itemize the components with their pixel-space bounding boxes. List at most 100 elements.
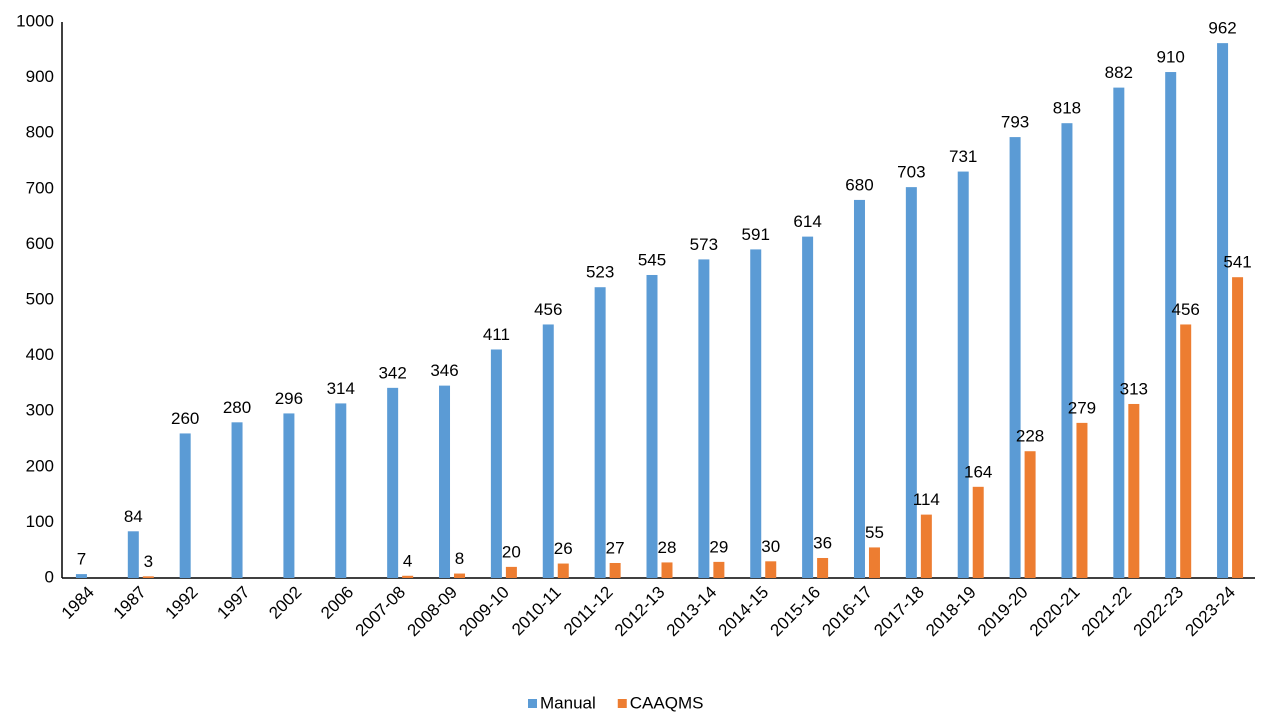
data-label: 314	[327, 379, 355, 398]
bar	[1024, 451, 1036, 578]
x-tick-label: 2021-22	[1078, 583, 1136, 641]
data-label: 260	[171, 409, 199, 428]
x-tick-label: 1984	[58, 583, 98, 623]
data-label: 7	[77, 550, 86, 569]
data-label: 703	[897, 163, 925, 182]
data-label: 27	[606, 538, 625, 557]
data-label: 84	[124, 507, 143, 526]
bar	[231, 422, 243, 578]
data-label: 545	[638, 250, 666, 269]
data-label: 36	[813, 533, 832, 552]
legend-label: Manual	[540, 693, 596, 712]
bar	[817, 557, 829, 578]
data-label: 55	[865, 523, 884, 542]
x-tick-label: 2006	[317, 583, 357, 623]
bar	[972, 486, 984, 578]
y-tick-label: 100	[26, 512, 54, 531]
bar	[387, 387, 399, 578]
data-label: 346	[430, 361, 458, 380]
x-tick-label: 2011-12	[560, 583, 617, 640]
bar	[179, 433, 191, 578]
bar	[920, 514, 932, 578]
bar	[490, 349, 502, 578]
bar	[1180, 324, 1192, 578]
data-label: 29	[709, 537, 728, 556]
x-tick-label: 1992	[161, 583, 201, 623]
y-tick-label: 800	[26, 123, 54, 142]
bar	[1076, 422, 1088, 578]
bar	[868, 547, 880, 578]
data-label: 20	[502, 542, 521, 561]
data-label: 3	[144, 552, 153, 571]
data-label: 962	[1208, 19, 1236, 38]
x-tick-label: 2023-24	[1182, 583, 1240, 641]
bar	[853, 199, 865, 579]
data-label: 411	[483, 325, 510, 344]
x-tick-label: 2016-17	[818, 583, 876, 641]
data-label: 910	[1157, 48, 1185, 67]
bar	[1113, 87, 1125, 578]
y-tick-label: 0	[45, 567, 54, 586]
bar	[505, 566, 517, 578]
bar	[1009, 137, 1021, 579]
x-tick-label: 2015-16	[767, 583, 825, 641]
data-label: 279	[1068, 398, 1096, 417]
data-label: 114	[913, 490, 940, 509]
x-tick-label: 2009-10	[455, 583, 513, 641]
data-label: 228	[1016, 427, 1044, 446]
bar	[750, 249, 762, 579]
x-tick-label: 1997	[213, 583, 253, 623]
bar	[802, 236, 814, 578]
data-label: 26	[554, 539, 573, 558]
data-label: 882	[1105, 63, 1133, 82]
y-tick-label: 500	[26, 289, 54, 308]
data-label: 456	[534, 300, 562, 319]
bar	[402, 575, 414, 578]
bar	[661, 562, 673, 578]
y-tick-label: 400	[26, 345, 54, 364]
bar	[1232, 277, 1244, 578]
data-label: 591	[742, 225, 770, 244]
bar	[439, 385, 451, 578]
x-tick-label: 2012-13	[611, 583, 669, 641]
bar	[905, 187, 917, 578]
bar	[957, 171, 969, 578]
y-tick-label: 200	[26, 456, 54, 475]
x-tick-label: 2002	[265, 583, 305, 623]
data-label: 523	[586, 263, 614, 282]
bar	[698, 259, 710, 578]
legend-label: CAAQMS	[630, 693, 704, 712]
data-label: 164	[964, 462, 992, 481]
y-tick-label: 900	[26, 67, 54, 86]
bar	[127, 531, 139, 578]
bar	[765, 561, 777, 578]
legend-swatch	[528, 699, 537, 708]
bar	[609, 562, 621, 578]
x-tick-label: 2007-08	[352, 583, 410, 641]
x-tick-label: 2018-19	[922, 583, 980, 641]
y-tick-label: 1000	[16, 11, 54, 30]
data-label: 614	[793, 212, 821, 231]
data-label: 296	[275, 389, 303, 408]
x-tick-label: 2017-18	[870, 583, 928, 641]
bar	[75, 574, 87, 578]
data-label: 280	[223, 398, 251, 417]
data-label: 680	[845, 175, 873, 194]
x-tick-label: 2020-21	[1026, 583, 1084, 641]
data-label: 818	[1053, 99, 1081, 118]
data-label: 28	[658, 538, 677, 557]
bar	[594, 287, 606, 578]
x-tick-label: 2014-15	[715, 583, 773, 641]
x-tick-label: 2010-11	[508, 583, 565, 640]
y-tick-label: 600	[26, 234, 54, 253]
data-label: 342	[378, 363, 406, 382]
data-label: 8	[455, 549, 464, 568]
bar	[1061, 123, 1073, 578]
data-label: 30	[761, 537, 780, 556]
bar	[283, 413, 295, 578]
data-label: 313	[1120, 379, 1148, 398]
x-tick-label: 1987	[110, 583, 150, 623]
data-label: 793	[1001, 113, 1029, 132]
bar	[454, 573, 466, 578]
